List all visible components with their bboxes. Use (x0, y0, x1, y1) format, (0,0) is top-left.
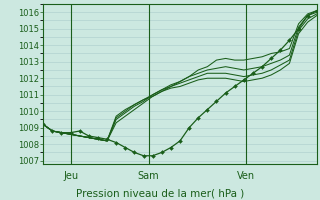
Text: Jeu: Jeu (63, 171, 78, 181)
Text: Sam: Sam (138, 171, 159, 181)
Text: Pression niveau de la mer( hPa ): Pression niveau de la mer( hPa ) (76, 188, 244, 198)
Text: Ven: Ven (236, 171, 255, 181)
